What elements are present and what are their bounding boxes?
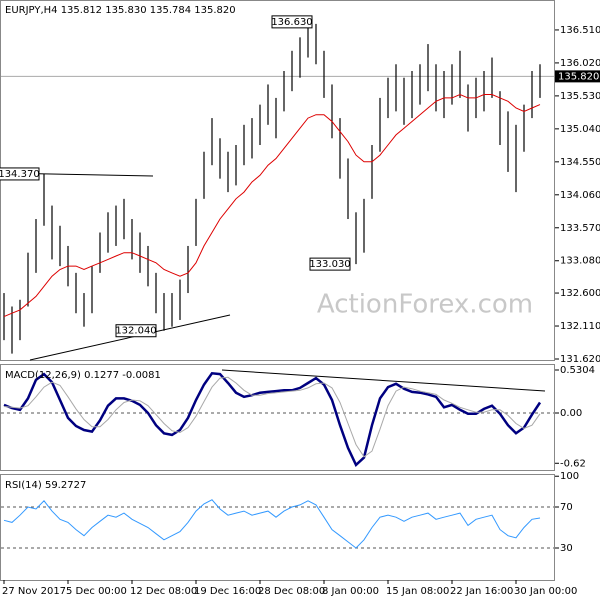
- annotation-box: [0, 167, 40, 181]
- last-price-label: 135.820: [558, 71, 599, 82]
- y-tick-label: 100: [560, 471, 579, 482]
- annotation-box: [271, 15, 313, 29]
- x-tick-label: 15 Jan 08:00: [386, 586, 449, 597]
- trend-line: [29, 314, 231, 361]
- x-tick-label: 28 Dec 08:00: [258, 586, 325, 597]
- annotation-label: 132.040: [115, 326, 156, 337]
- price-panel: [0, 0, 555, 361]
- y-tick-label: -0.62: [560, 458, 586, 469]
- line: [3, 376, 541, 458]
- y-tick-label: 30: [560, 543, 573, 554]
- x-tick-label: 12 Dec 08:00: [130, 586, 197, 597]
- y-tick-label: 131.620: [560, 354, 600, 365]
- x-tick-label: 22 Jan 16:00: [450, 586, 513, 597]
- line: [3, 371, 542, 467]
- x-tick-label: 19 Dec 16:00: [194, 586, 261, 597]
- y-tick-label: 136.020: [560, 58, 600, 69]
- line: [3, 93, 541, 318]
- y-tick-label: 133.570: [560, 223, 600, 234]
- y-tick-label: 135.530: [560, 91, 600, 102]
- y-tick-label: 0.00: [560, 408, 582, 419]
- annotation-label: 134.370: [0, 169, 40, 180]
- x-tick-label: 8 Jan 00:00: [322, 586, 379, 597]
- annotation-label: 133.030: [309, 259, 350, 270]
- y-tick-label: 70: [560, 502, 573, 513]
- y-tick-label: 134.060: [560, 190, 600, 201]
- y-tick-label: 136.510: [560, 25, 600, 36]
- y-tick-label: 134.550: [560, 157, 600, 168]
- trend-line: [221, 369, 546, 392]
- x-tick-label: 27 Nov 2017: [2, 586, 66, 597]
- panel-title: EURJPY,H4 135.812 135.830 135.784 135.82…: [5, 5, 236, 16]
- y-tick-label: 135.040: [560, 124, 600, 135]
- line: [3, 499, 541, 549]
- y-tick-label: 0.5304: [560, 365, 595, 376]
- annotation-label: 136.630: [271, 17, 312, 28]
- annotation-box: [309, 257, 351, 271]
- panel-title: RSI(14) 59.2727: [5, 480, 86, 491]
- watermark: ActionForex.com: [317, 290, 533, 320]
- macd-panel: [0, 364, 555, 471]
- y-tick-label: 132.110: [560, 321, 600, 332]
- rsi-panel: [0, 474, 555, 581]
- last-price-box: [555, 70, 600, 83]
- y-tick-label: 133.080: [560, 256, 600, 267]
- y-tick-label: 132.600: [560, 288, 600, 299]
- x-tick-label: 5 Dec 00:00: [66, 586, 127, 597]
- panel-title: MACD(12,26,9) 0.1277 -0.0081: [5, 370, 161, 381]
- x-tick-label: 30 Jan 00:00: [514, 586, 577, 597]
- annotation-box: [115, 324, 157, 338]
